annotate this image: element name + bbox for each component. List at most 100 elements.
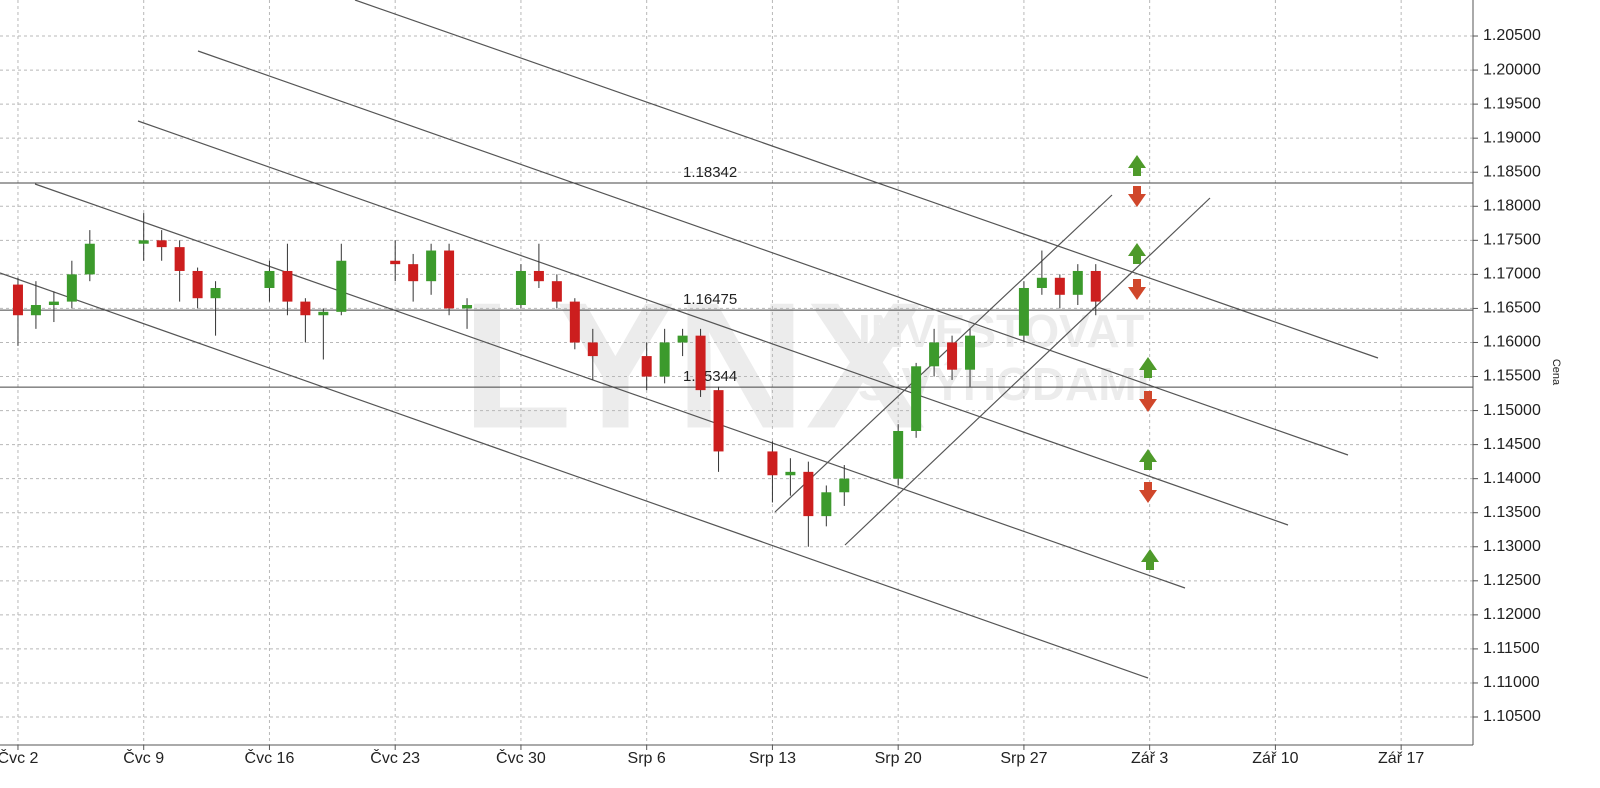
candle-body <box>12 284 23 316</box>
candle-body <box>300 301 311 316</box>
candle-body <box>803 471 814 517</box>
y-tick-label: 1.17500 <box>1483 232 1541 249</box>
candle-body <box>659 342 670 377</box>
y-tick-label: 1.17000 <box>1483 266 1541 283</box>
candle-body <box>533 270 544 282</box>
candle-body <box>444 250 455 309</box>
candle-body <box>210 287 221 299</box>
candle-body <box>318 311 329 316</box>
candle-body <box>30 305 41 316</box>
candle-body <box>390 260 401 265</box>
level-label: 1.15344 <box>683 368 737 385</box>
watermark: LYNX INVESTOVAT S VÝHODAMI <box>462 266 1149 467</box>
y-tick-label: 1.11000 <box>1483 674 1540 691</box>
trend-lines <box>0 0 1379 679</box>
candle-body <box>1018 287 1029 336</box>
candle-body <box>264 270 275 288</box>
arrow-down <box>1128 186 1146 207</box>
candle-body <box>569 301 580 343</box>
y-axis-label: Cena <box>1550 359 1562 386</box>
y-tick-label: 1.12000 <box>1483 606 1541 623</box>
y-tick-label: 1.16000 <box>1483 334 1541 351</box>
candle-body <box>929 342 940 367</box>
y-tick-label: 1.16500 <box>1483 300 1541 317</box>
arrow-down <box>1139 482 1157 503</box>
arrow-down <box>1128 279 1146 300</box>
signal-arrows <box>1128 155 1159 570</box>
y-tick-label: 1.19000 <box>1483 129 1541 146</box>
candle-body <box>138 240 149 244</box>
x-tick-label: Zář 3 <box>1131 750 1168 767</box>
x-tick-label: Čvc 16 <box>245 748 295 767</box>
candle-body <box>767 451 778 476</box>
y-tick-label: 1.11500 <box>1483 640 1540 657</box>
candle-body <box>947 342 958 370</box>
level-label: 1.16475 <box>683 291 737 308</box>
trend-line <box>844 197 1211 546</box>
trend-line <box>0 272 1149 679</box>
candle-body <box>695 335 706 391</box>
y-tick-label: 1.20000 <box>1483 61 1541 78</box>
y-tick-label: 1.15000 <box>1483 402 1541 419</box>
x-tick-label: Čvc 9 <box>123 748 164 767</box>
arrow-up <box>1128 243 1146 264</box>
y-tick-label: 1.13000 <box>1483 538 1541 555</box>
y-tick-label: 1.18500 <box>1483 163 1541 180</box>
x-tick-label: Čvc 23 <box>370 748 420 767</box>
candle-body <box>462 305 473 309</box>
candle-body <box>336 260 347 312</box>
candle-body <box>641 356 652 377</box>
x-tick-label: Zář 10 <box>1252 750 1298 767</box>
x-tick-label: Čvc 2 <box>0 748 39 767</box>
watermark-logo: LYNX <box>462 266 926 467</box>
candle-body <box>48 301 59 306</box>
candle-body <box>551 281 562 302</box>
y-tick-label: 1.14000 <box>1483 470 1541 487</box>
y-tick-label: 1.15500 <box>1483 368 1541 385</box>
trend-line <box>197 50 1349 456</box>
candle-body <box>893 430 904 479</box>
candle-body <box>426 250 437 282</box>
candle-body <box>1090 270 1101 302</box>
candle-body <box>84 243 95 275</box>
candle-body <box>839 478 850 493</box>
y-tick-label: 1.20500 <box>1483 27 1541 44</box>
candle-body <box>821 492 832 517</box>
candle-body <box>192 270 203 299</box>
candle-body <box>587 342 598 357</box>
watermark-line: INVESTOVAT <box>858 305 1144 357</box>
candle-body <box>282 270 293 302</box>
y-tick-label: 1.13500 <box>1483 504 1541 521</box>
x-tick-label: Srp 20 <box>875 750 922 767</box>
arrow-up <box>1128 155 1146 176</box>
y-tick-label: 1.14500 <box>1483 436 1541 453</box>
y-tick-label: 1.18000 <box>1483 197 1541 214</box>
candle-body <box>911 366 922 431</box>
candle-body <box>1036 277 1047 288</box>
candle-body <box>408 264 419 282</box>
candle-body <box>785 471 796 476</box>
watermark-line: S VÝHODAMI <box>858 358 1149 410</box>
x-tick-label: Srp 6 <box>628 750 666 767</box>
y-tick-label: 1.19500 <box>1483 95 1541 112</box>
level-label: 1.18342 <box>683 164 737 181</box>
candle-body <box>174 247 185 271</box>
x-tick-label: Srp 13 <box>749 750 796 767</box>
x-tick-label: Zář 17 <box>1378 750 1424 767</box>
trend-line <box>137 120 1289 526</box>
candle-body <box>515 270 526 306</box>
trend-line <box>354 0 1379 359</box>
candle-body <box>1072 270 1083 295</box>
x-tick-label: Čvc 30 <box>496 748 546 767</box>
y-tick-label: 1.12500 <box>1483 572 1541 589</box>
y-tick-label: 1.10500 <box>1483 708 1541 725</box>
candle-body <box>713 390 724 452</box>
arrow-up <box>1139 357 1157 378</box>
x-tick-label: Srp 27 <box>1000 750 1047 767</box>
candle-body <box>156 240 167 248</box>
arrow-up <box>1141 549 1159 570</box>
arrow-down <box>1139 391 1157 412</box>
trend-line <box>774 194 1113 513</box>
candle-body <box>965 335 976 370</box>
